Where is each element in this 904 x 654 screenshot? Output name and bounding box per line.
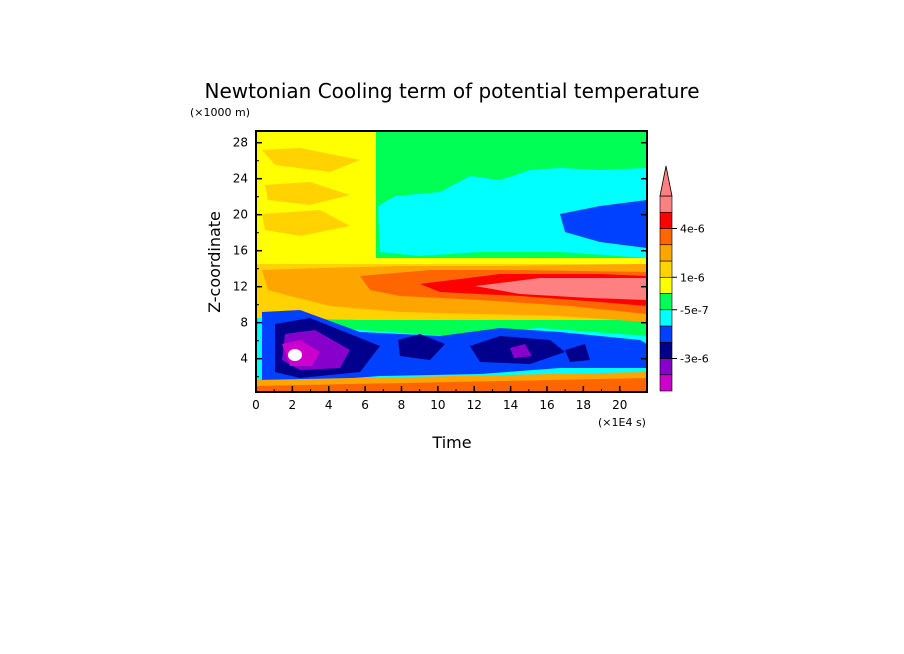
- contour-band-white-core: [288, 349, 302, 361]
- x-tick-label: 18: [576, 398, 591, 412]
- x-tick-label: 16: [539, 398, 554, 412]
- colorbar-swatch: [659, 244, 673, 262]
- contour-band-yellow-mid: [256, 258, 647, 268]
- colorbar-label: -5e-7: [680, 304, 709, 317]
- x-unit-label: (×1E4 s): [598, 416, 646, 429]
- colorbar-swatch: [659, 341, 673, 359]
- x-axis: 0 2 4 6 8 10 12 14 16 18 20: [252, 386, 627, 412]
- colorbar-swatch: [659, 374, 673, 392]
- contour-band-gold-streaks: [262, 148, 360, 236]
- x-tick-label: 6: [361, 398, 369, 412]
- colorbar-swatch: [659, 358, 673, 376]
- colorbar-swatch: [659, 195, 673, 213]
- y-axis-label: Z-coordinate: [205, 211, 224, 313]
- colorbar-swatch: [659, 260, 673, 278]
- colorbar-swatch: [659, 293, 673, 311]
- contour-band-navy-lower: [275, 318, 590, 378]
- y-tick-label: 12: [233, 280, 248, 294]
- plot-area: [256, 131, 647, 392]
- x-tick-label: 14: [503, 398, 518, 412]
- colorbar-label: 1e-6: [680, 271, 705, 284]
- x-tick-label: 4: [325, 398, 333, 412]
- y-tick-label: 16: [233, 244, 248, 258]
- colorbar-swatch: [659, 228, 673, 246]
- x-tick-label: 20: [612, 398, 627, 412]
- y-tick-label: 28: [233, 136, 248, 150]
- y-unit-label: (×1000 m): [190, 106, 250, 119]
- chart-title: Newtonian Cooling term of potential temp…: [204, 79, 699, 103]
- x-axis-label: Time: [431, 433, 471, 452]
- x-tick-label: 10: [430, 398, 445, 412]
- x-tick-label: 2: [289, 398, 297, 412]
- contour-band-blue-upper: [560, 200, 647, 248]
- y-tick-label: 8: [240, 316, 248, 330]
- y-tick-label: 24: [233, 172, 248, 186]
- colorbar-extend-arrow: [659, 165, 673, 197]
- colorbar: 4e-6 1e-6 -5e-7 -3e-6: [659, 165, 709, 392]
- colorbar-swatch: [659, 276, 673, 294]
- contour-band-surface-red: [256, 378, 647, 392]
- contour-band-pink-mid: [475, 278, 647, 300]
- x-tick-label: 12: [467, 398, 482, 412]
- y-tick-label: 20: [233, 208, 248, 222]
- colorbar-label: -3e-6: [680, 353, 709, 366]
- x-tick-label: 0: [252, 398, 260, 412]
- colorbar-swatch: [659, 309, 673, 327]
- x-tick-label: 8: [398, 398, 406, 412]
- y-axis: 4 8 12 16 20 24 28: [233, 136, 647, 378]
- colorbar-label: 4e-6: [680, 223, 705, 236]
- colorbar-swatch: [659, 211, 673, 229]
- colorbar-swatch: [659, 325, 673, 343]
- plot-frame: [255, 130, 648, 393]
- y-tick-label: 4: [240, 352, 248, 366]
